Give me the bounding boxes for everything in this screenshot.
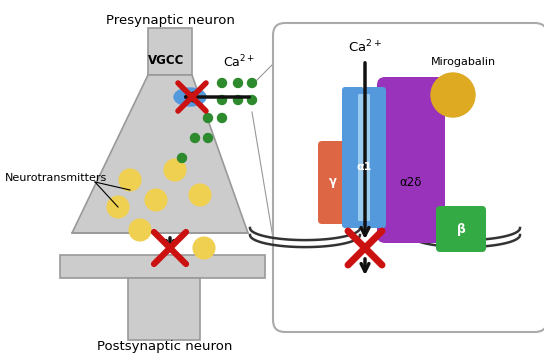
FancyBboxPatch shape [273, 23, 544, 332]
Circle shape [119, 169, 141, 191]
Circle shape [203, 113, 213, 122]
Text: VGCC: VGCC [148, 53, 184, 66]
Text: Ca$^{2+}$: Ca$^{2+}$ [348, 39, 382, 55]
Text: Postsynaptic neuron: Postsynaptic neuron [97, 340, 233, 353]
Circle shape [233, 79, 243, 88]
Text: γ: γ [329, 176, 337, 188]
Circle shape [189, 184, 211, 206]
FancyBboxPatch shape [364, 87, 386, 228]
Text: Presynaptic neuron: Presynaptic neuron [106, 14, 234, 27]
Circle shape [431, 73, 475, 117]
Circle shape [218, 113, 226, 122]
Text: Neurotransmitters: Neurotransmitters [5, 173, 107, 183]
Circle shape [129, 219, 151, 241]
Text: Ca$^{2+}$: Ca$^{2+}$ [223, 54, 255, 70]
Circle shape [233, 95, 243, 104]
Text: β: β [456, 223, 466, 236]
Circle shape [177, 154, 187, 163]
Text: α1: α1 [356, 162, 372, 172]
Circle shape [145, 189, 167, 211]
Circle shape [164, 159, 186, 181]
Text: α2δ: α2δ [400, 176, 422, 189]
Text: Mirogabalin: Mirogabalin [430, 57, 496, 67]
Polygon shape [60, 255, 265, 278]
Circle shape [203, 134, 213, 143]
Ellipse shape [174, 88, 206, 106]
FancyBboxPatch shape [377, 77, 445, 243]
FancyBboxPatch shape [318, 141, 348, 224]
Circle shape [248, 79, 257, 88]
Circle shape [248, 95, 257, 104]
Polygon shape [148, 28, 192, 75]
Circle shape [218, 79, 226, 88]
Polygon shape [128, 278, 200, 340]
FancyBboxPatch shape [342, 87, 364, 228]
Polygon shape [72, 75, 248, 233]
Circle shape [190, 134, 200, 143]
FancyBboxPatch shape [358, 94, 370, 221]
FancyBboxPatch shape [436, 206, 486, 252]
Circle shape [193, 237, 215, 259]
Circle shape [218, 95, 226, 104]
Circle shape [107, 196, 129, 218]
